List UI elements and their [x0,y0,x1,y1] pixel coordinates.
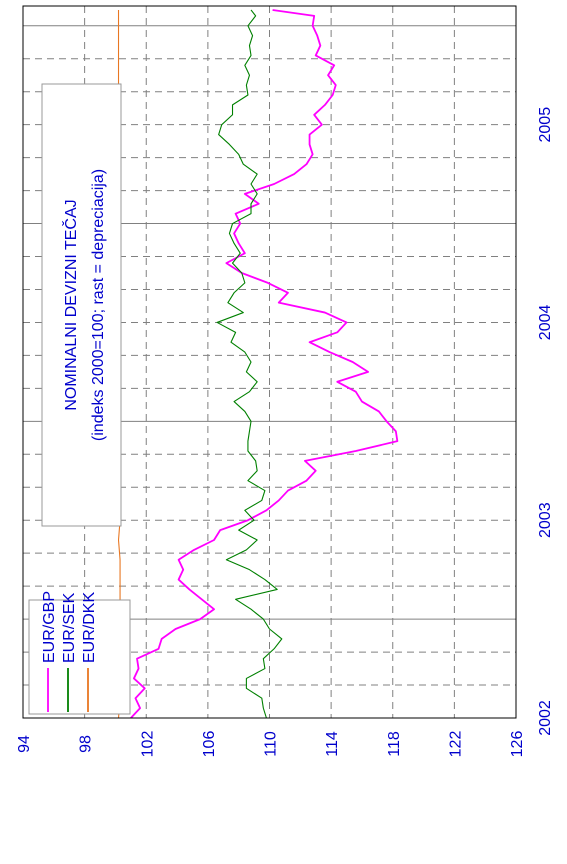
value-tick-label: 102 [139,731,156,758]
chart-title-line-1: NOMINALNI DEVIZNI TEČAJ [61,199,80,410]
value-tick-label: 126 [509,731,526,758]
value-tick-label: 122 [447,731,464,758]
value-tick-label: 118 [386,731,403,757]
time-axis-tick-labels: 2002 2003 2004 2005 [537,107,554,736]
time-tick-label: 2004 [537,305,554,341]
legend-label: EUR/GBP [41,591,58,663]
legend-label: EUR/DKK [81,592,98,663]
time-tick-label: 2005 [537,107,554,143]
title-box-frame [41,83,122,527]
value-tick-label: 98 [78,735,95,753]
grid-lines [23,6,516,719]
time-tick-label: 2003 [537,502,554,538]
value-tick-label: 114 [324,731,341,757]
chart-title-line-2: (indeks 2000=100; rast = depreciacija) [90,169,107,441]
legend-label: EUR/SEK [61,592,78,663]
series-line-0 [130,9,399,719]
legend-frame [28,599,131,715]
time-tick-label: 2002 [537,700,554,736]
value-tick-label: 94 [16,735,33,753]
value-tick-label: 106 [201,731,218,758]
value-tick-label: 110 [263,731,280,757]
plot-frame [22,5,517,719]
value-axis-tick-labels: 94 98 102 106 110 114 118 122 126 [16,731,526,758]
legend: EUR/GBP EUR/SEK EUR/DKK [28,591,131,715]
series-line-1 [216,9,283,719]
title-box: NOMINALNI DEVIZNI TEČAJ (indeks 2000=100… [41,83,122,527]
